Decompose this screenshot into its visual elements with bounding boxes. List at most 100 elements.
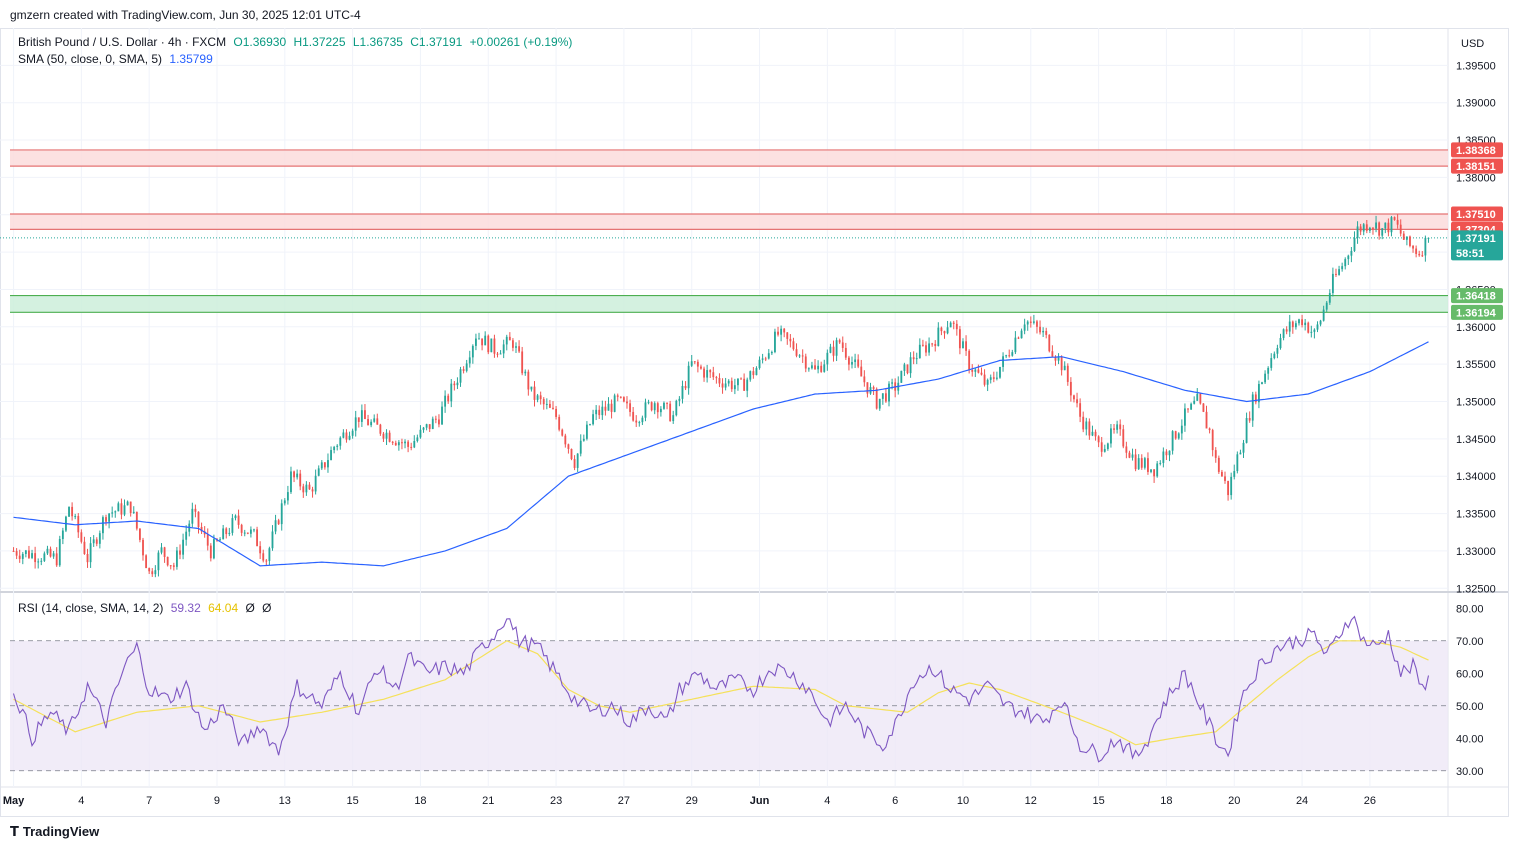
candle-body[interactable]: [1042, 330, 1045, 333]
candle-body[interactable]: [1396, 219, 1399, 225]
candle-body[interactable]: [317, 468, 320, 476]
candle-body[interactable]: [370, 421, 373, 426]
candle-body[interactable]: [811, 365, 813, 369]
candle-body[interactable]: [829, 346, 832, 353]
candle-body[interactable]: [1005, 355, 1008, 357]
candle-body[interactable]: [1331, 273, 1334, 294]
candle-body[interactable]: [209, 545, 212, 559]
candle-body[interactable]: [1205, 411, 1208, 429]
candle-body[interactable]: [351, 430, 354, 436]
candle-body[interactable]: [1180, 425, 1183, 434]
candle-body[interactable]: [280, 503, 283, 525]
candle-body[interactable]: [1153, 469, 1156, 477]
candle-body[interactable]: [884, 393, 887, 402]
candle-body[interactable]: [712, 372, 715, 378]
candle-body[interactable]: [746, 379, 749, 391]
candle-body[interactable]: [595, 409, 598, 415]
candle-body[interactable]: [622, 397, 625, 402]
candle-body[interactable]: [428, 424, 431, 429]
candle-body[interactable]: [1168, 450, 1171, 456]
candle-body[interactable]: [1079, 403, 1082, 417]
candle-body[interactable]: [749, 371, 752, 380]
candle-body[interactable]: [182, 539, 185, 555]
candle-body[interactable]: [675, 400, 678, 416]
candle-body[interactable]: [663, 402, 665, 409]
candle-body[interactable]: [1427, 237, 1430, 239]
candle-body[interactable]: [1137, 458, 1140, 470]
candle-body[interactable]: [832, 346, 835, 356]
candle-body[interactable]: [471, 345, 474, 358]
candle-body[interactable]: [804, 356, 807, 369]
candle-body[interactable]: [1319, 320, 1322, 325]
candle-body[interactable]: [1128, 452, 1131, 458]
candle-body[interactable]: [1193, 400, 1196, 404]
candle-body[interactable]: [1368, 227, 1371, 231]
candle-body[interactable]: [567, 444, 570, 449]
candle-body[interactable]: [881, 393, 884, 399]
candle-body[interactable]: [382, 433, 385, 439]
candle-body[interactable]: [980, 372, 983, 375]
candle-body[interactable]: [1424, 237, 1427, 256]
candle-body[interactable]: [422, 427, 425, 430]
candle-body[interactable]: [1116, 424, 1119, 430]
candle-body[interactable]: [780, 328, 783, 335]
candle-body[interactable]: [172, 565, 175, 567]
candle-body[interactable]: [1150, 469, 1152, 472]
candle-body[interactable]: [786, 332, 789, 339]
candle-body[interactable]: [1298, 319, 1300, 324]
candle-body[interactable]: [527, 371, 530, 390]
candle-body[interactable]: [863, 376, 866, 383]
candle-body[interactable]: [163, 547, 166, 557]
candle-body[interactable]: [681, 385, 684, 399]
candle-body[interactable]: [1409, 236, 1411, 246]
candle-body[interactable]: [761, 358, 764, 360]
candle-body[interactable]: [1187, 408, 1189, 410]
candle-body[interactable]: [635, 420, 638, 423]
candle-body[interactable]: [1140, 458, 1143, 468]
candle-body[interactable]: [450, 383, 453, 402]
candle-body[interactable]: [1341, 266, 1344, 270]
candle-body[interactable]: [564, 435, 567, 445]
candle-body[interactable]: [576, 453, 579, 468]
candle-body[interactable]: [1014, 337, 1017, 353]
candle-body[interactable]: [481, 338, 484, 346]
candle-body[interactable]: [844, 347, 847, 358]
candle-body[interactable]: [1402, 233, 1405, 240]
candle-body[interactable]: [1248, 418, 1251, 421]
candle-body[interactable]: [407, 441, 410, 447]
candle-body[interactable]: [629, 403, 631, 412]
candle-body[interactable]: [169, 565, 172, 567]
candle-body[interactable]: [336, 445, 339, 447]
candle-body[interactable]: [841, 342, 844, 348]
candle-body[interactable]: [690, 361, 693, 366]
candle-body[interactable]: [1060, 356, 1063, 371]
candle-body[interactable]: [123, 505, 126, 515]
candle-body[interactable]: [570, 448, 573, 460]
candle-body[interactable]: [305, 484, 308, 493]
candle-body[interactable]: [135, 511, 138, 529]
candle-body[interactable]: [314, 475, 317, 492]
candle-body[interactable]: [1239, 452, 1242, 455]
candle-body[interactable]: [416, 437, 419, 442]
sma-label[interactable]: SMA (50, close, 0, SMA, 5): [18, 52, 163, 66]
candle-body[interactable]: [1039, 326, 1041, 333]
candle-body[interactable]: [999, 366, 1001, 378]
candle-body[interactable]: [613, 395, 616, 412]
candle-body[interactable]: [1338, 269, 1340, 275]
candle-body[interactable]: [656, 403, 659, 413]
candle-body[interactable]: [995, 377, 998, 379]
candle-body[interactable]: [142, 539, 144, 556]
candle-body[interactable]: [61, 530, 64, 539]
candle-body[interactable]: [1159, 462, 1162, 464]
candle-body[interactable]: [293, 471, 295, 478]
candle-body[interactable]: [302, 486, 305, 493]
candle-body[interactable]: [345, 432, 348, 440]
candle-body[interactable]: [891, 382, 894, 384]
candle-body[interactable]: [687, 365, 690, 389]
candle-body[interactable]: [1362, 224, 1365, 232]
candle-body[interactable]: [555, 408, 558, 417]
candle-body[interactable]: [160, 547, 163, 553]
candle-body[interactable]: [545, 403, 548, 405]
candle-body[interactable]: [1365, 224, 1368, 231]
candle-body[interactable]: [789, 338, 792, 342]
